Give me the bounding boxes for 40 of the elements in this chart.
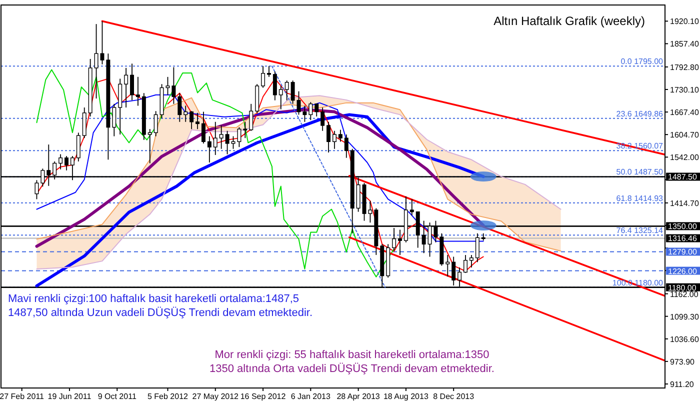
x-tick-label: 27 May 2012 — [192, 392, 240, 401]
ref-line-label: 1180.00 — [668, 283, 697, 292]
x-tick-label: 6 Jan 2013 — [290, 392, 332, 401]
ref-line-label: 0.0 1795.00 — [620, 57, 664, 66]
ref-line-label: 23.6 1649.86 — [616, 109, 664, 118]
ref-line-label: 1226.00 — [668, 266, 698, 276]
ref-line-label: 1279.00 — [668, 248, 698, 257]
annotation: 1487,50 altında Uzun vadeli DÜŞÜŞ Trendi devam etmektedir. — [8, 306, 312, 319]
ref-line-label: 1316.46 — [668, 234, 698, 244]
y-tick-label: 1920.10 — [670, 17, 700, 26]
y-tick-label: 1414.70 — [670, 198, 700, 208]
ref-line-label: 50.0 1487.50 — [616, 168, 664, 177]
y-tick-label: 1099.30 — [670, 312, 700, 322]
ref-line-label: 76.4 1325.14 — [616, 226, 664, 236]
ref-line-label: 61.8 1414.93 — [616, 194, 664, 203]
y-tick-label: 1730.10 — [670, 85, 700, 94]
y-tick-label: 1857.40 — [670, 40, 700, 49]
x-tick-label: 28 Apr 2013 — [336, 392, 380, 401]
y-tick-label: 1162.00 — [670, 290, 699, 299]
annotation: Mavi renkli çizgi:100 haftalık basit hareketli ortalama:1487,5 — [8, 293, 300, 305]
y-tick-label: 1667.40 — [670, 108, 700, 118]
y-tick-label: 1604.70 — [670, 130, 700, 140]
x-tick-label: 8 Dec 2013 — [433, 392, 475, 401]
x-tick-label: 18 Aug 2013 — [383, 392, 429, 401]
y-tick-label: 1792.80 — [670, 62, 700, 72]
text: Altın Haftalık Grafik (weekly) — [494, 14, 645, 28]
annotation: 1350 altında Orta vadeli DÜŞÜŞ Trendi devam etmektedir. — [210, 362, 494, 375]
ref-line-label: 1487.50 — [668, 172, 698, 182]
x-tick-label: 16 Sep 2012 — [240, 392, 286, 401]
y-tick-label: 1542.00 — [670, 153, 700, 162]
y-tick-label: 911.20 — [670, 380, 694, 389]
ref-line-label: 100.0 1180.00 — [612, 278, 664, 288]
x-tick-label: 27 Feb 2011 — [0, 392, 45, 401]
annotation: Mor renkli çizgi: 55 haftalık basit hareketli ortalama:1350 — [214, 349, 490, 361]
y-tick-label: 1036.60 — [670, 334, 700, 344]
x-tick-label: 9 Oct 2011 — [98, 392, 137, 401]
x-tick-label: 19 Jun 2011 — [48, 392, 92, 401]
x-tick-label: 5 Feb 2012 — [148, 392, 189, 401]
ref-line-label: 1350.00 — [668, 222, 698, 232]
y-tick-label: 973.90 — [670, 357, 696, 366]
